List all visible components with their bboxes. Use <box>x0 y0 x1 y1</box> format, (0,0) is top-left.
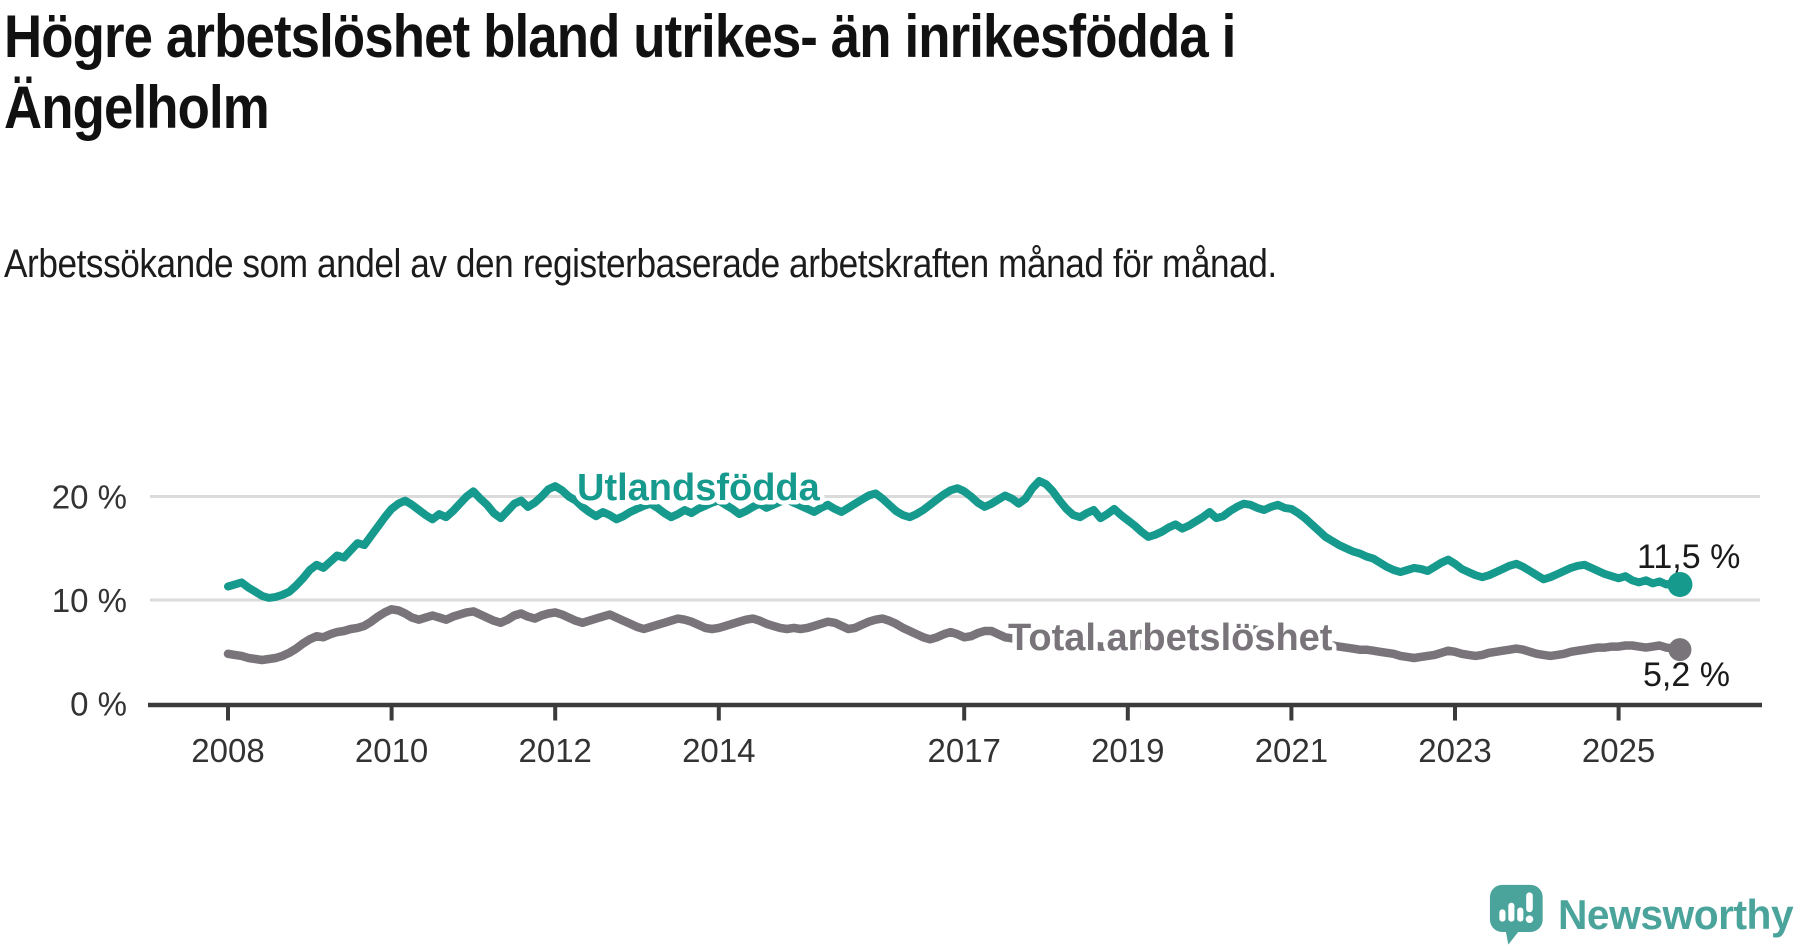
x-axis-label-2025: 2025 <box>1582 732 1655 769</box>
x-axis-label-2017: 2017 <box>927 732 1000 769</box>
logo-exclamation-bar <box>1526 892 1533 913</box>
y-axis-label-20: 20 % <box>52 479 127 516</box>
x-axis-label-2014: 2014 <box>682 732 755 769</box>
chart-subtitle: Arbetssökande som andel av den registerb… <box>4 242 1277 286</box>
newsworthy-logo: Newsworthy <box>1489 882 1800 948</box>
series-end-dot-total <box>1668 638 1692 662</box>
series-line-utlandsfodda <box>224 477 1684 602</box>
y-axis-label-0: 0 % <box>70 686 127 723</box>
logo-bar-1 <box>1499 909 1506 922</box>
logo-exclamation-dot <box>1525 915 1534 924</box>
speech-bubble-shape <box>1489 884 1543 945</box>
series-line-total <box>223 605 1685 665</box>
logo-bar-3 <box>1517 907 1524 922</box>
end-value-label-utlandsfodda: 11,5 % <box>1637 538 1740 576</box>
logo-bar-2 <box>1508 902 1515 922</box>
series-end-dot-utlandsfodda <box>1667 571 1693 597</box>
x-axis-label-2021: 2021 <box>1255 732 1328 769</box>
x-axis-label-2008: 2008 <box>191 732 264 769</box>
end-value-label-total: 5,2 % <box>1643 656 1730 694</box>
series-label-utlandsfodda: Utlandsfödda <box>577 467 821 509</box>
newsworthy-logo-text: Newsworthy <box>1557 891 1794 938</box>
x-axis-label-2019: 2019 <box>1091 732 1164 769</box>
newsworthy-logo-icon <box>1489 884 1543 945</box>
x-axis-label-2023: 2023 <box>1418 732 1491 769</box>
chart-title: Högre arbetslöshet bland utrikes- än inr… <box>4 3 1236 141</box>
x-axis-label-2010: 2010 <box>355 732 428 769</box>
y-axis-label-10: 10 % <box>52 582 127 619</box>
series-label-total: Total arbetslöshet <box>1008 617 1333 659</box>
x-axis-label-2012: 2012 <box>518 732 591 769</box>
